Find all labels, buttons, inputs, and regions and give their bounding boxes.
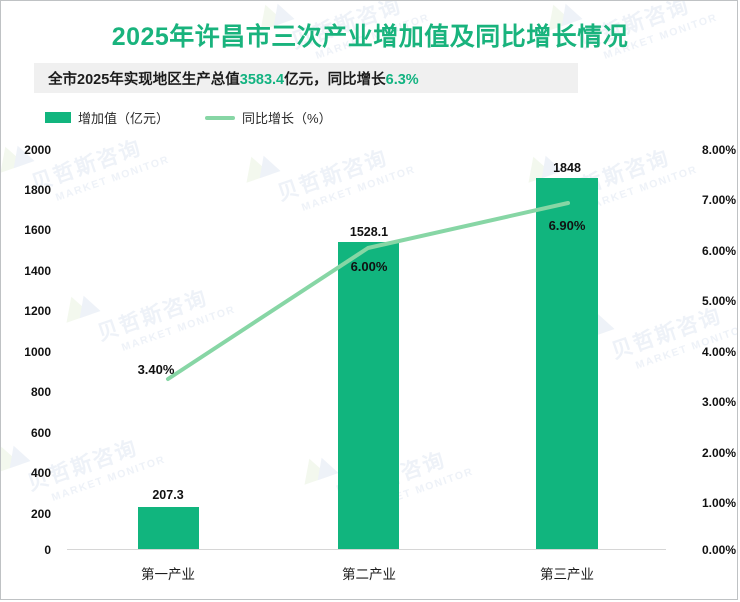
y-axis-tick-left: 1400 [24,264,51,278]
bar-value-label: 1528.1 [349,225,389,239]
x-axis-tick-first-industry: 第一产业 [141,567,195,582]
subtitle-gdp-value: 3583.4 [239,71,285,88]
legend-bar-swatch-icon [45,112,71,123]
y-axis-tick-left: 1200 [24,304,51,318]
subtitle-middle: 亿元，同比增长 [284,71,386,88]
y-axis-tick-left: 800 [30,385,51,399]
y-axis-tick-right: 4.00% [701,345,736,359]
legend-line-swatch-icon [205,115,236,120]
subtitle-growth-value: 6.3% [385,71,419,88]
x-axis-line [67,549,666,550]
y-axis-tick-right: 0.00% [701,543,736,557]
subtitle-prefix: 全市2025年实现地区生产总值 [48,71,240,88]
y-axis-tick-left: 2000 [24,143,51,157]
y-axis-tick-left: 1800 [24,183,51,197]
x-axis-tick-second-industry: 第二产业 [342,567,396,582]
y-axis-tick-left: 1000 [24,345,51,359]
legend-item-line[interactable]: 同比增长（%） [205,108,332,127]
bar-value-label: 1848 [553,161,581,175]
y-axis-tick-left: 400 [30,466,51,480]
y-axis-tick-left: 1600 [24,223,51,237]
y-axis-tick-left: 0 [44,543,51,557]
line-point-label: 3.40% [137,362,175,377]
y-axis-tick-right: 6.00% [701,244,736,258]
y-axis-tick-left: 200 [30,507,51,521]
legend-item-label: 同比增长（%） [242,111,332,126]
y-axis-tick-right: 5.00% [701,294,736,308]
y-axis-tick-right: 2.00% [701,446,736,460]
subtitle-bar: 全市2025年实现地区生产总值3583.4亿元，同比增长6.3% [34,63,578,93]
page-title: 2025年许昌市三次产业增加值及同比增长情况 [111,23,629,51]
bar-value-label: 207.3 [152,488,184,502]
bar-second-industry[interactable] [338,242,399,549]
legend-item-label: 增加值（亿元） [78,111,170,126]
y-axis-tick-right: 1.00% [701,496,736,510]
legend-item-bar[interactable]: 增加值（亿元） [45,108,169,127]
subtitle-text: 全市2025年实现地区生产总值3583.4亿元，同比增长6.3% [34,68,419,89]
x-axis-tick-third-industry: 第三产业 [540,567,594,582]
line-point-label: 6.00% [350,259,388,274]
bar-third-industry[interactable] [536,178,598,549]
bar-first-industry[interactable] [138,507,199,549]
y-axis-tick-left: 600 [30,426,51,440]
chart-legend: 增加值（亿元） 同比增长（%） [45,108,368,127]
y-axis-tick-right: 8.00% [701,143,736,157]
y-axis-tick-right: 7.00% [701,193,736,207]
line-point-label: 6.90% [548,218,586,233]
y-axis-tick-right: 3.00% [701,395,736,409]
